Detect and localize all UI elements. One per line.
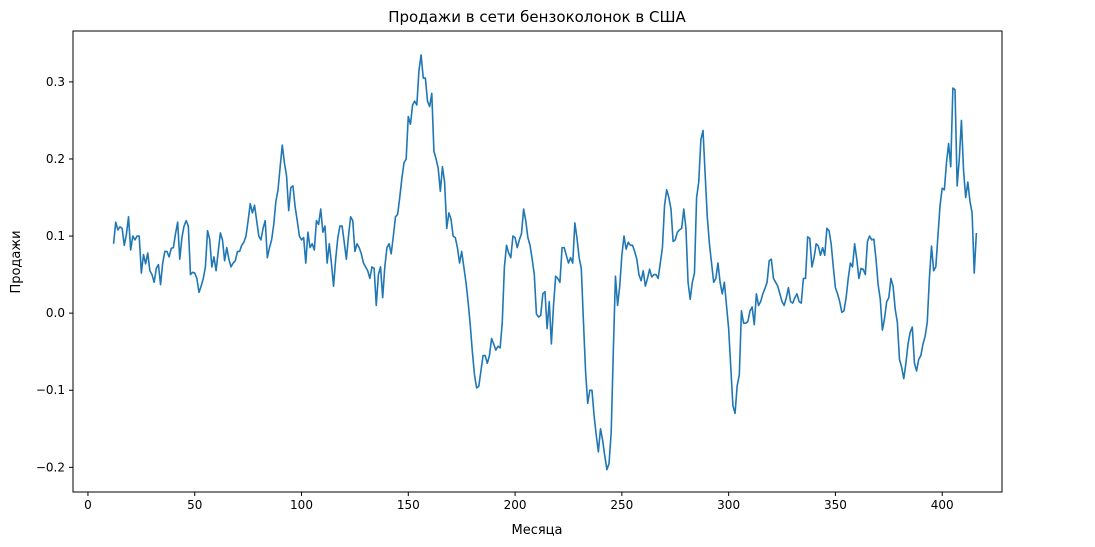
x-tick-label: 50 <box>187 498 202 512</box>
x-axis: 0 50 100 150 200 250 300 350 400 <box>84 492 954 512</box>
y-tick-label: 0.3 <box>46 75 65 89</box>
series-line <box>112 54 978 471</box>
x-tick-label: 150 <box>397 498 420 512</box>
x-tick-label: 300 <box>717 498 740 512</box>
y-tick-label: −0.2 <box>36 460 65 474</box>
y-axis-label: Продажи <box>9 230 24 293</box>
x-tick-label: 200 <box>504 498 527 512</box>
x-tick-label: 400 <box>931 498 954 512</box>
chart-title: Продажи в сети бензоколонок в США <box>388 8 686 26</box>
x-tick-label: 250 <box>610 498 633 512</box>
plot-frame <box>72 30 1003 493</box>
y-tick-label: 0.1 <box>46 229 65 243</box>
y-tick-label: 0.2 <box>46 152 65 166</box>
series-layer <box>112 54 978 471</box>
x-tick-label: 0 <box>84 498 92 512</box>
x-axis-label: Месяца <box>512 523 563 538</box>
y-axis: −0.2 −0.1 0.0 0.1 0.2 0.3 <box>36 75 73 474</box>
x-tick-label: 350 <box>824 498 847 512</box>
x-tick-label: 100 <box>290 498 313 512</box>
y-tick-label: 0.0 <box>46 306 65 320</box>
y-tick-label: −0.1 <box>36 383 65 397</box>
